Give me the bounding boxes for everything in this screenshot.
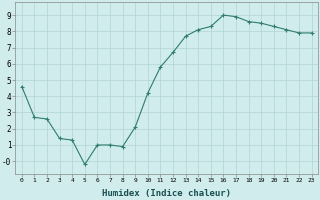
X-axis label: Humidex (Indice chaleur): Humidex (Indice chaleur) [102, 189, 231, 198]
